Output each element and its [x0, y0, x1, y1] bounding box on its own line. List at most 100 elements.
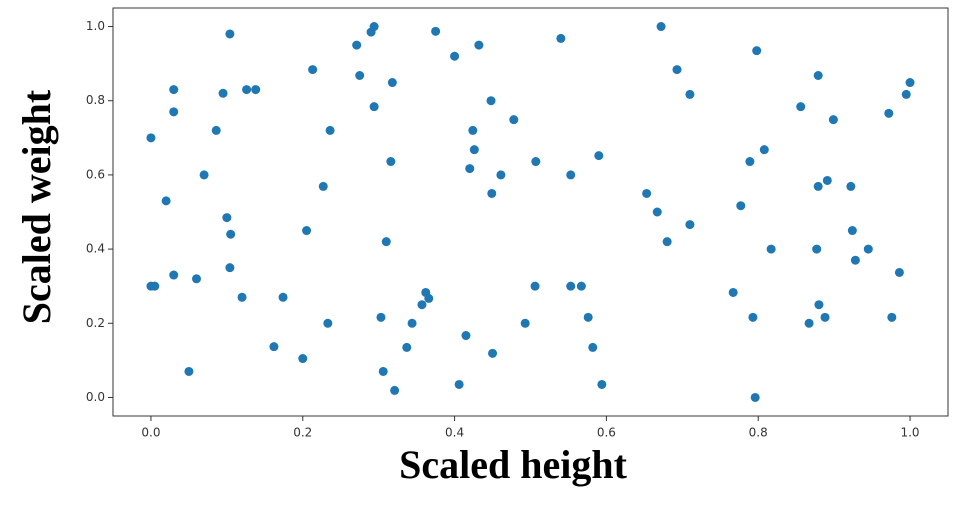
x-axis-title: Scaled height [399, 442, 627, 487]
point [352, 40, 362, 50]
point [161, 196, 171, 206]
point [298, 354, 308, 364]
point [556, 33, 566, 43]
point [752, 46, 762, 56]
point [169, 270, 179, 280]
point [486, 96, 496, 106]
point [386, 157, 396, 167]
point [728, 287, 738, 297]
point [748, 312, 758, 322]
y-tick-label: 0.2 [86, 316, 105, 330]
point [487, 188, 497, 198]
point [461, 331, 471, 341]
point [566, 170, 576, 180]
point [905, 78, 915, 88]
point [376, 312, 386, 322]
y-tick-label: 0.6 [86, 167, 105, 181]
y-tick-label: 0.8 [86, 93, 105, 107]
point [278, 292, 288, 302]
y-tick-label: 1.0 [86, 19, 105, 33]
x-tick-label: 0.0 [141, 426, 160, 440]
point [822, 175, 832, 185]
point [656, 22, 666, 32]
point [652, 207, 662, 217]
point [736, 201, 746, 211]
point [766, 244, 776, 254]
point [846, 181, 856, 191]
point [887, 312, 897, 322]
point [225, 263, 235, 273]
point [813, 71, 823, 81]
point [465, 164, 475, 174]
point [269, 342, 279, 352]
point [218, 88, 228, 98]
point [150, 281, 160, 291]
point [369, 22, 379, 32]
point [576, 281, 586, 291]
point [318, 181, 328, 191]
point [454, 379, 464, 389]
point [469, 145, 479, 155]
point [530, 281, 540, 291]
point [184, 366, 194, 376]
point [566, 281, 576, 291]
point [594, 151, 604, 161]
point [496, 170, 506, 180]
x-tick-label: 0.6 [597, 426, 616, 440]
point [407, 318, 417, 328]
point [431, 26, 441, 36]
point [369, 102, 379, 112]
point [685, 220, 695, 230]
point [450, 51, 460, 61]
point [308, 65, 318, 75]
point [828, 115, 838, 125]
point [237, 292, 247, 302]
point [812, 244, 822, 254]
point [588, 342, 598, 352]
point [531, 157, 541, 167]
point [509, 115, 519, 125]
point [745, 157, 755, 167]
point [325, 125, 335, 135]
x-tick-label: 0.8 [749, 426, 768, 440]
point [225, 29, 235, 39]
point [402, 342, 412, 352]
point [378, 366, 388, 376]
y-tick-label: 0.4 [86, 242, 105, 256]
point [211, 125, 221, 135]
point [146, 133, 156, 143]
point [302, 226, 312, 236]
point [901, 89, 911, 99]
point [759, 145, 769, 155]
point [662, 237, 672, 247]
point [390, 385, 400, 395]
x-tick-label: 1.0 [900, 426, 919, 440]
point [847, 226, 857, 236]
point [884, 108, 894, 118]
point [468, 125, 478, 135]
y-axis-title: Scaled weight [14, 89, 59, 324]
point [226, 229, 236, 239]
point [894, 267, 904, 277]
point [814, 300, 824, 310]
point [820, 312, 830, 322]
x-tick-label: 0.4 [445, 426, 464, 440]
point [355, 71, 365, 81]
point [796, 102, 806, 112]
point [169, 85, 179, 95]
point [863, 244, 873, 254]
point [804, 318, 814, 328]
point [424, 293, 434, 303]
plot-frame [112, 7, 949, 417]
point [199, 170, 209, 180]
point [685, 89, 695, 99]
point [251, 85, 261, 95]
point [583, 312, 593, 322]
point [520, 318, 530, 328]
point [850, 255, 860, 265]
point [387, 78, 397, 88]
point [222, 213, 232, 223]
point [323, 318, 333, 328]
